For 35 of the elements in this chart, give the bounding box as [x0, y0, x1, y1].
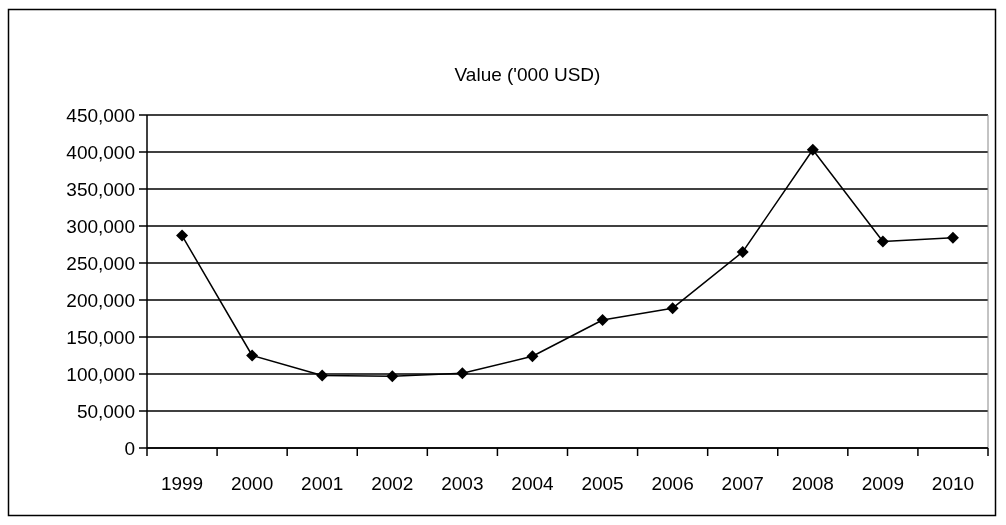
x-tick-label: 2007 [721, 473, 764, 494]
x-tick-label: 2010 [931, 473, 975, 494]
point [876, 235, 889, 248]
y-tick-label: 50,000 [76, 400, 135, 422]
y-tick-label: 350,000 [66, 178, 135, 200]
point [246, 349, 259, 362]
y-tick-label: 200,000 [66, 289, 135, 311]
x-tick-label: 1999 [160, 473, 204, 494]
point [736, 245, 749, 258]
x-tick-label: 2002 [371, 473, 414, 494]
y-tick-label: 250,000 [66, 252, 135, 274]
point [456, 367, 469, 380]
point [946, 231, 959, 244]
y-tick-label: 300,000 [66, 215, 135, 237]
x-tick-label: 2004 [511, 473, 555, 494]
point [176, 229, 189, 242]
x-tick-label: 2003 [441, 473, 484, 494]
x-tick-label: 2009 [861, 473, 905, 494]
x-tick-label: 2001 [301, 473, 344, 494]
point [316, 369, 329, 382]
point [806, 143, 819, 156]
x-tick-label: 2000 [230, 473, 274, 494]
point [596, 313, 609, 326]
x-tick-label: 2008 [791, 473, 834, 494]
y-tick-label: 0 [124, 437, 135, 459]
point [666, 302, 679, 315]
y-tick-label: 450,000 [66, 104, 135, 126]
y-tick-label: 400,000 [66, 141, 135, 163]
x-tick-label: 2005 [581, 473, 624, 494]
y-tick-label: 150,000 [66, 326, 135, 348]
chart-title: Value ('000 USD) [454, 64, 601, 85]
y-tick-label: 100,000 [66, 363, 135, 385]
x-tick-label: 2006 [651, 473, 694, 494]
point [526, 350, 539, 363]
point [386, 370, 399, 383]
